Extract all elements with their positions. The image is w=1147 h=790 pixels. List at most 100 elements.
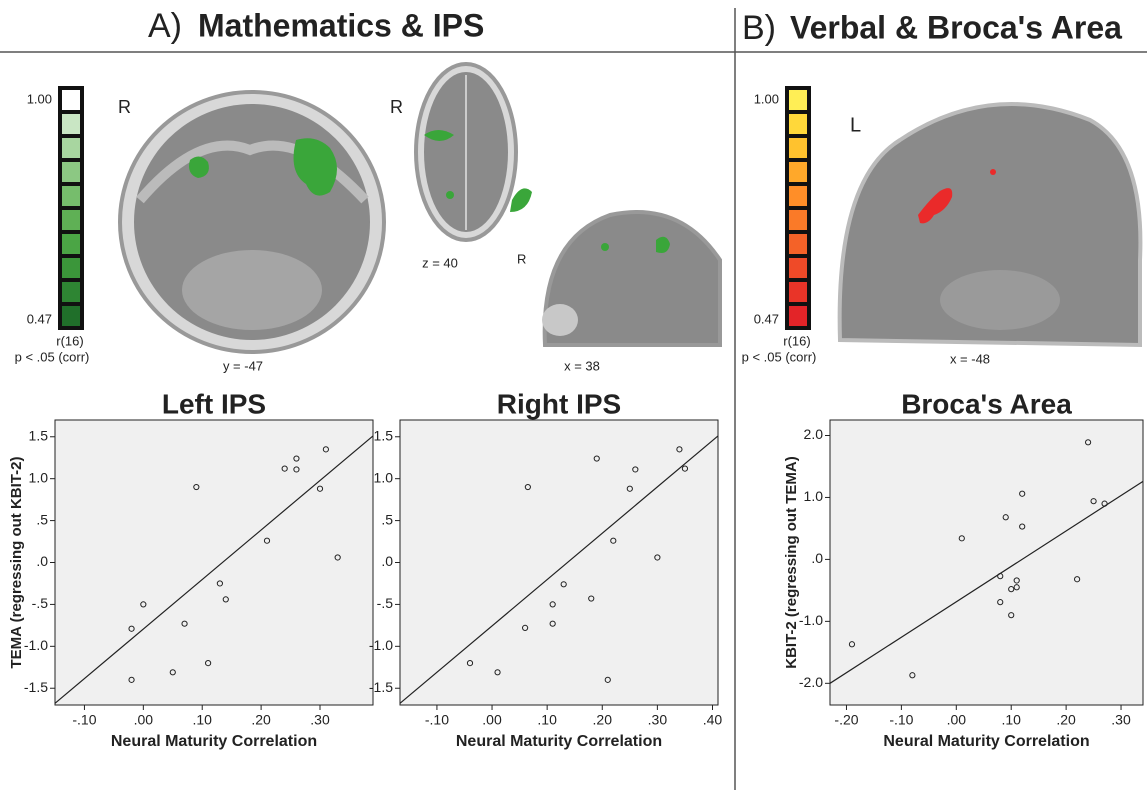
- colorbar-cell: [62, 138, 80, 158]
- x-tick-label: .00: [947, 712, 967, 728]
- point: [1013, 577, 1020, 584]
- point: [128, 676, 135, 683]
- y-tick-label: 1.0: [29, 469, 49, 485]
- colorbar-max: 1.00: [27, 91, 52, 106]
- x-tick-label: .40: [703, 712, 723, 728]
- colorbar-cell: [62, 210, 80, 230]
- point: [1084, 439, 1092, 446]
- point: [263, 537, 271, 544]
- point: [560, 581, 567, 588]
- y-tick-label: .0: [36, 553, 48, 569]
- colorbar-cell: [789, 138, 807, 158]
- colorbar-stat: r(16): [56, 333, 83, 348]
- axial-brain: [414, 62, 532, 242]
- colorbar-p: p < .05 (corr): [15, 349, 90, 364]
- plot-area: [54, 419, 374, 706]
- y-tick-label: -1.5: [369, 679, 393, 695]
- point: [549, 620, 556, 627]
- fit-line: [399, 435, 719, 704]
- point: [997, 573, 1004, 580]
- colorbar-cell: [789, 258, 807, 278]
- colorbar-cell: [789, 234, 807, 254]
- y-tick-label: .0: [381, 553, 393, 569]
- colorbar-min: 0.47: [27, 311, 52, 326]
- point: [322, 446, 329, 453]
- slice-label: x = -48: [950, 351, 990, 366]
- x-tick-label: .30: [1111, 712, 1131, 728]
- point: [997, 599, 1004, 606]
- y-tick-label: -1.0: [799, 612, 823, 628]
- colorbar-cell: [789, 90, 807, 110]
- point: [205, 659, 212, 667]
- side-label: R: [118, 97, 131, 117]
- x-tick-label: .20: [251, 712, 271, 728]
- x-tick-label: .10: [192, 712, 212, 728]
- point: [1008, 586, 1015, 593]
- colorbar-cell: [62, 234, 80, 254]
- point: [216, 580, 223, 587]
- point: [494, 669, 501, 676]
- point: [524, 483, 531, 491]
- point: [140, 601, 147, 608]
- point: [654, 554, 661, 561]
- y-tick-label: 1.0: [804, 488, 824, 504]
- x-tick-label: -.10: [72, 712, 96, 728]
- point: [1074, 576, 1081, 583]
- point: [316, 485, 324, 492]
- panel-letter: B): [742, 9, 776, 47]
- colorbar-cell: [789, 162, 807, 182]
- x-tick-label: .00: [482, 712, 502, 728]
- y-tick-label: 1.0: [374, 469, 394, 485]
- y-tick-label: .0: [811, 550, 823, 566]
- side-label: R: [517, 251, 526, 266]
- y-tick-label: 1.5: [374, 427, 394, 443]
- point: [549, 601, 556, 608]
- y-tick-label: 1.5: [29, 427, 49, 443]
- point: [1019, 523, 1026, 530]
- point: [626, 485, 633, 492]
- y-tick-label: .5: [381, 511, 393, 527]
- x-tick-label: .20: [593, 712, 613, 728]
- colorbar-min: 0.47: [754, 311, 779, 326]
- chart-title: Broca's Area: [901, 388, 1072, 419]
- point: [293, 466, 300, 473]
- colorbar-cell: [62, 186, 80, 206]
- colorbar-cell: [62, 90, 80, 110]
- slice-label: z = 40: [422, 255, 458, 270]
- colorbar-cell: [62, 306, 80, 326]
- panel-title: Verbal & Broca's Area: [790, 9, 1122, 45]
- colorbar-cell: [789, 114, 807, 134]
- point: [1013, 584, 1020, 591]
- sagittal-brain: [837, 102, 1143, 348]
- y-tick-label: -.5: [32, 595, 49, 611]
- x-axis-label: Neural Maturity Correlation: [456, 733, 662, 750]
- x-tick-label: .30: [310, 712, 330, 728]
- plot-area: [399, 419, 719, 706]
- point: [632, 466, 639, 473]
- colorbar-cell: [789, 282, 807, 302]
- panel-letter: A): [148, 7, 182, 45]
- colorbar-cell: [789, 306, 807, 326]
- point: [293, 455, 300, 462]
- colorbar-cell: [62, 114, 80, 134]
- y-tick-label: 2.0: [804, 426, 824, 442]
- chart-title: Left IPS: [162, 388, 266, 419]
- y-tick-label: -1.5: [24, 679, 48, 695]
- colorbar-cell: [789, 186, 807, 206]
- x-tick-label: .10: [1001, 712, 1021, 728]
- x-axis-label: Neural Maturity Correlation: [111, 733, 317, 750]
- panel-title: Mathematics & IPS: [198, 7, 484, 43]
- y-tick-label: -.5: [377, 595, 394, 611]
- plot-area: [829, 419, 1144, 706]
- fit-line: [54, 435, 374, 704]
- point: [1090, 498, 1097, 505]
- side-label: L: [850, 114, 861, 136]
- point: [1101, 500, 1108, 507]
- x-tick-label: .20: [1056, 712, 1076, 728]
- colorbar-stat: r(16): [783, 333, 810, 348]
- point: [1002, 514, 1009, 521]
- point: [466, 659, 474, 667]
- colorbar-cell: [62, 162, 80, 182]
- y-axis-label: KBIT-2 (regressing out TEMA): [783, 456, 800, 669]
